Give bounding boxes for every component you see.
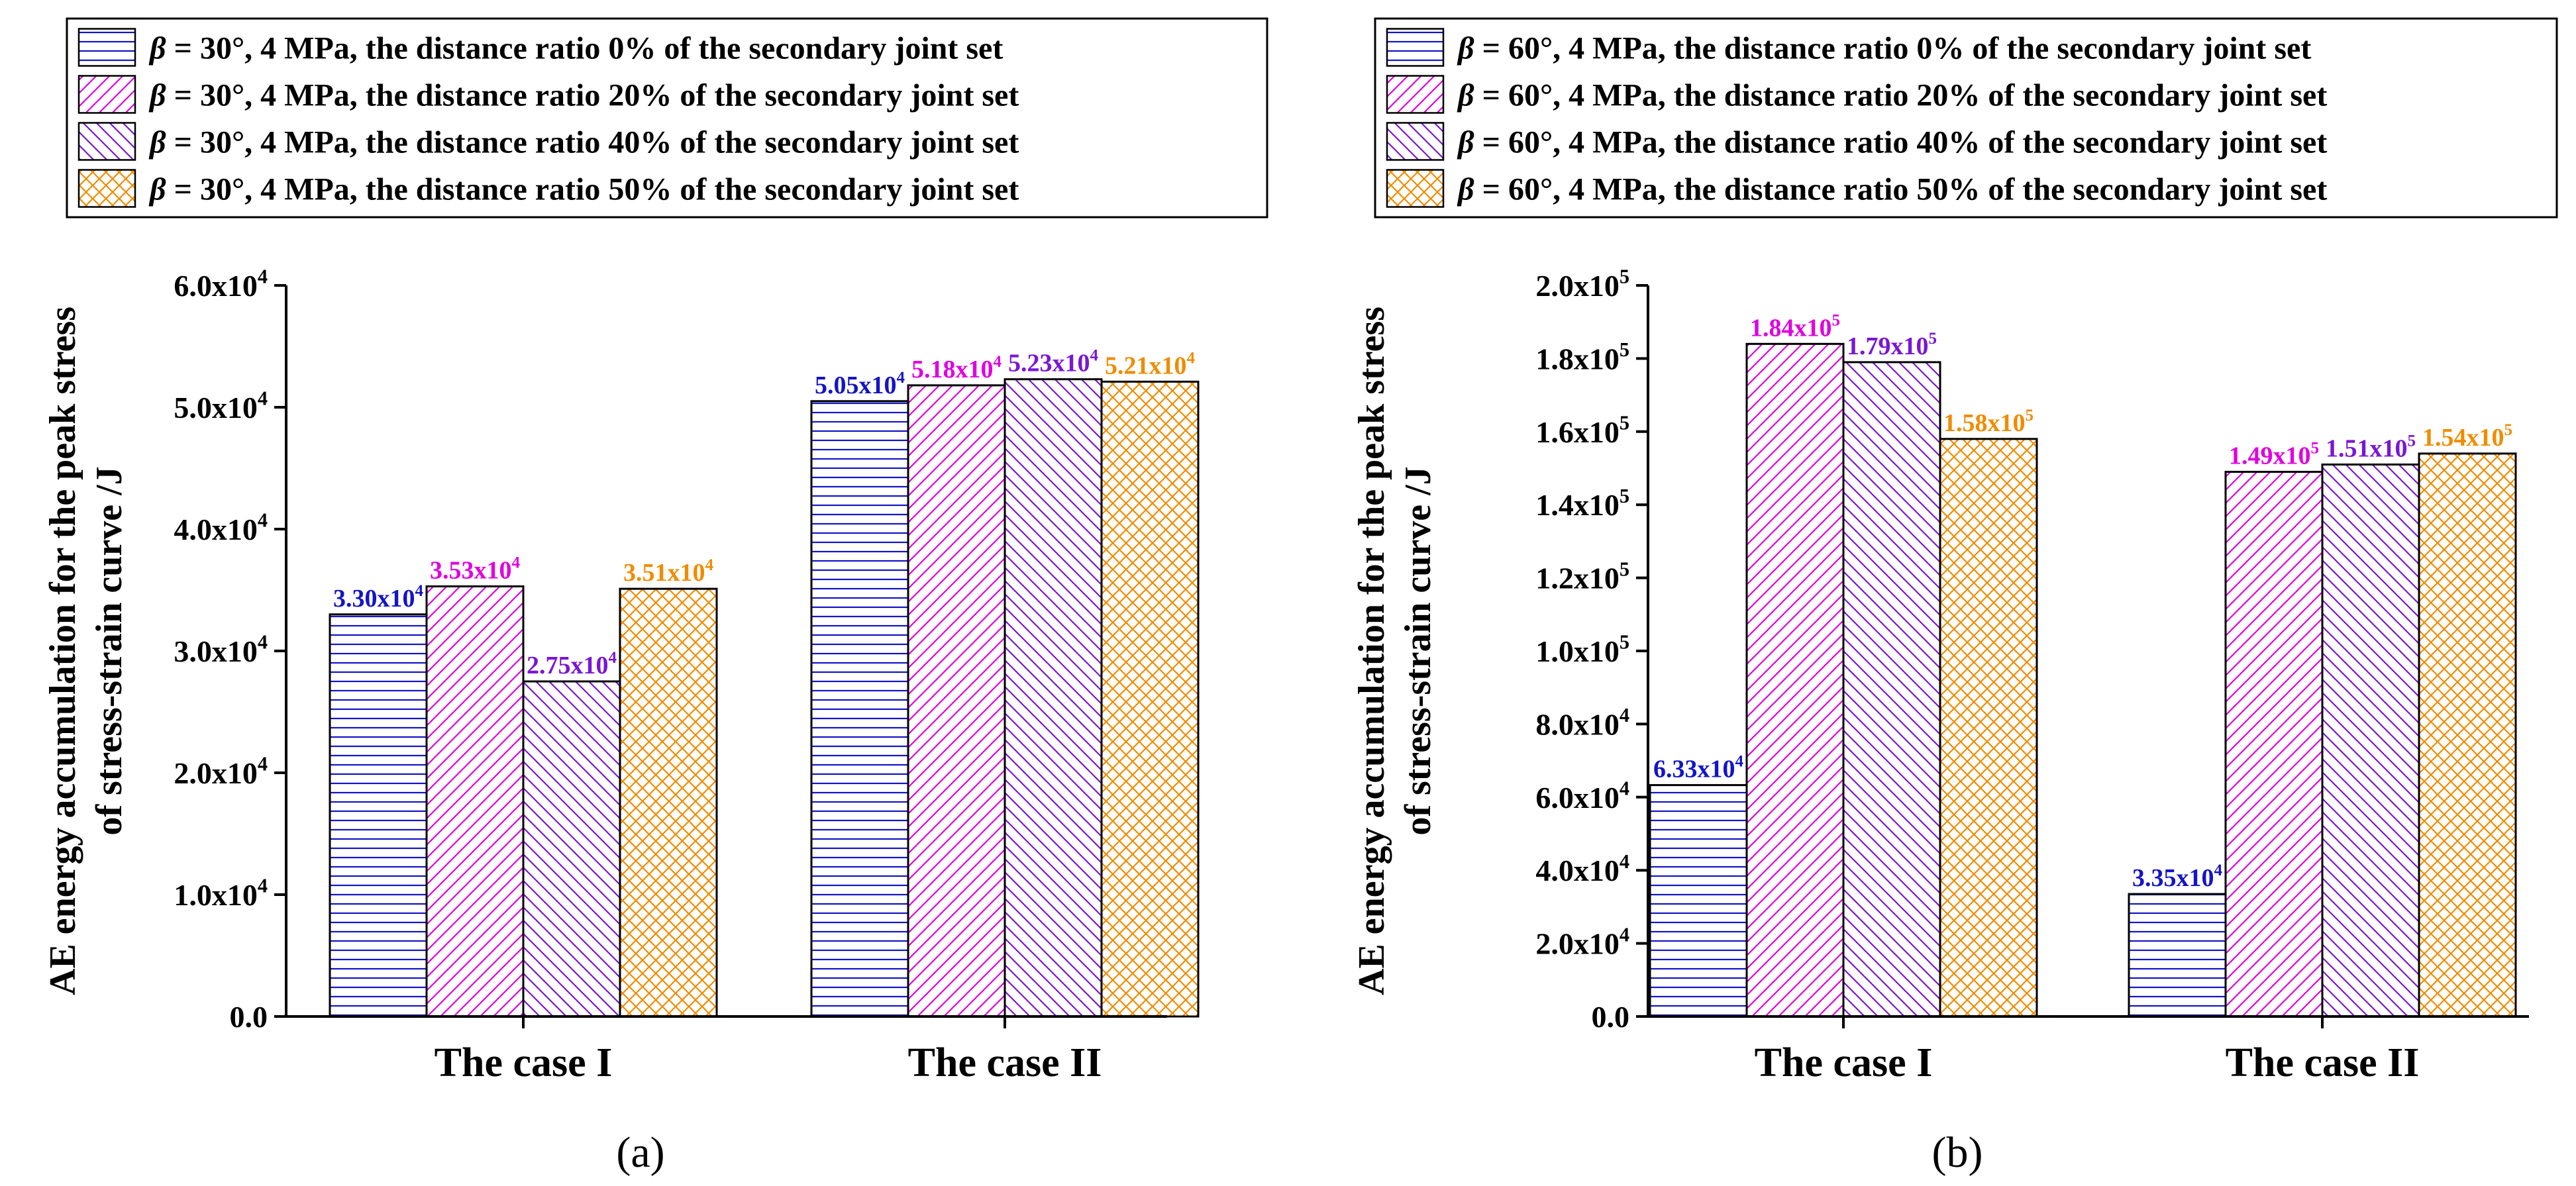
panel-label: (a)	[616, 1128, 664, 1177]
y-axis-label-line: AE energy accumulation for the peak stre…	[42, 307, 83, 995]
panel-a: β = 30°, 4 MPa, the distance ratio 0% of…	[42, 17, 1268, 1177]
y-axis-label-line: of stress-strain curve /J	[89, 466, 130, 835]
legend-entry: β = 60°, 4 MPa, the distance ratio 40% o…	[1457, 125, 2327, 160]
y-tick-label: 2.0x104	[1535, 923, 1629, 960]
bar-0%-the-case-i	[329, 613, 428, 1018]
legend-swatch-0%	[77, 28, 136, 67]
y-axis-label-line: of stress-strain curve /J	[1398, 466, 1439, 835]
legend-swatch-40%	[77, 122, 136, 161]
y-tick-label: 1.8x105	[1535, 338, 1629, 375]
legend-swatch-50%	[1386, 169, 1445, 208]
bar-50%-the-case-ii	[1100, 380, 1200, 1018]
y-tick-label: 0.0	[1592, 1000, 1630, 1034]
data-label: 3.30x104	[333, 582, 424, 613]
bar-20%-the-case-ii	[2224, 471, 2324, 1018]
legend: β = 30°, 4 MPa, the distance ratio 0% of…	[66, 17, 1268, 219]
x-tick-label: The case I	[435, 1040, 613, 1085]
bar-20%-the-case-ii	[907, 384, 1006, 1018]
legend: β = 60°, 4 MPa, the distance ratio 0% of…	[1374, 17, 2558, 219]
panel-label: (b)	[1932, 1128, 1983, 1177]
bar-40%-the-case-ii	[1004, 378, 1103, 1018]
y-tick-label: 4.0x104	[174, 509, 268, 546]
y-tick-label: 3.0x104	[174, 631, 268, 668]
data-label: 3.53x104	[430, 554, 521, 585]
axes: 0.0 2.0x104 4.0x104 6.0x104 8.0x104 1.0x105 1.…	[1535, 266, 2529, 1085]
legend-entry: β = 30°, 4 MPa, the distance ratio 50% o…	[148, 172, 1019, 207]
data-label: 5.18x104	[911, 353, 1002, 383]
legend-entry: β = 30°, 4 MPa, the distance ratio 20% o…	[148, 78, 1019, 113]
legend-swatch-0%	[1386, 28, 1445, 67]
y-tick-label: 1.6x105	[1535, 411, 1629, 448]
legend-frame	[66, 17, 1268, 219]
legend-entry: β = 60°, 4 MPa, the distance ratio 50% o…	[1457, 172, 2327, 207]
y-tick-label: 4.0x104	[1535, 850, 1629, 887]
y-tick-label: 1.2x105	[1535, 558, 1629, 595]
data-labels: 3.30x104 5.05x104 3.53x104 5.18x104 2.75x104…	[333, 347, 1196, 679]
y-tick-label: 6.0x104	[1535, 777, 1629, 814]
legend-entry: β = 30°, 4 MPa, the distance ratio 40% o…	[148, 125, 1019, 160]
data-label: 1.58x105	[1943, 407, 2034, 437]
data-label: 5.23x104	[1008, 347, 1099, 377]
bar-0%-the-case-ii	[2128, 893, 2227, 1018]
data-label: 3.35x104	[2132, 862, 2223, 892]
bar-50%-the-case-i	[1939, 438, 2038, 1018]
legend-swatch-20%	[1386, 75, 1445, 114]
legend-entry: β = 60°, 4 MPa, the distance ratio 0% of…	[1457, 31, 2311, 66]
panel-b: β = 60°, 4 MPa, the distance ratio 0% of…	[1351, 17, 2558, 1177]
y-tick-label: 2.0x105	[1535, 266, 1629, 303]
data-label: 1.54x105	[2422, 421, 2512, 452]
y-tick-label: 0.0	[230, 1000, 268, 1034]
bar-0%-the-case-i	[1649, 784, 1748, 1018]
bar-0%-the-case-ii	[810, 400, 909, 1018]
legend-swatch-50%	[77, 169, 136, 208]
data-label: 5.05x104	[815, 369, 905, 399]
x-tick-label: The case I	[1755, 1040, 1933, 1085]
bar-40%-the-case-i	[1842, 361, 1941, 1018]
y-tick-label: 1.0x105	[1535, 631, 1629, 668]
y-tick-label: 2.0x104	[174, 753, 268, 790]
bar-20%-the-case-i	[425, 585, 525, 1018]
data-label: 5.21x104	[1105, 349, 1196, 379]
y-tick-label: 5.0x104	[174, 387, 268, 424]
y-axis-label-line: AE energy accumulation for the peak stre…	[1351, 307, 1392, 995]
data-labels: 6.33x104 3.35x104 1.84x105 1.49x105 1.79x105…	[1653, 311, 2512, 892]
legend-entry: β = 30°, 4 MPa, the distance ratio 0% of…	[148, 31, 1003, 66]
y-tick-label: 1.4x105	[1535, 485, 1629, 522]
bars	[1649, 342, 2517, 1018]
x-tick-label: The case II	[2226, 1040, 2420, 1085]
y-tick-label: 8.0x104	[1535, 704, 1629, 741]
data-label: 1.51x105	[2326, 432, 2416, 463]
bar-50%-the-case-ii	[2418, 452, 2517, 1018]
data-label: 1.79x105	[1847, 330, 1937, 360]
bar-40%-the-case-ii	[2321, 463, 2420, 1018]
x-tick-label: The case II	[908, 1040, 1102, 1085]
bars	[329, 378, 1200, 1018]
y-axis-label: AE energy accumulation for the peak stre…	[1351, 307, 1439, 995]
legend-swatch-40%	[1386, 122, 1445, 161]
data-label: 1.49x105	[2229, 440, 2319, 470]
legend-frame	[1374, 17, 2558, 219]
data-label: 2.75x104	[527, 649, 617, 679]
bar-50%-the-case-i	[619, 587, 718, 1018]
data-label: 6.33x104	[1653, 753, 1744, 783]
legend-swatch-20%	[77, 75, 136, 114]
y-tick-label: 1.0x104	[174, 875, 268, 912]
y-axis-label: AE energy accumulation for the peak stre…	[42, 307, 130, 995]
data-label: 1.84x105	[1750, 311, 1840, 342]
bar-40%-the-case-i	[522, 680, 621, 1018]
bar-20%-the-case-i	[1745, 342, 1845, 1018]
axes: 0.0 1.0x104 2.0x104 3.0x104 4.0x104 5.0x104 6.…	[174, 266, 1167, 1085]
legend-entry: β = 60°, 4 MPa, the distance ratio 20% o…	[1457, 78, 2327, 113]
data-label: 3.51x104	[623, 556, 714, 587]
y-tick-label: 6.0x104	[174, 266, 268, 303]
